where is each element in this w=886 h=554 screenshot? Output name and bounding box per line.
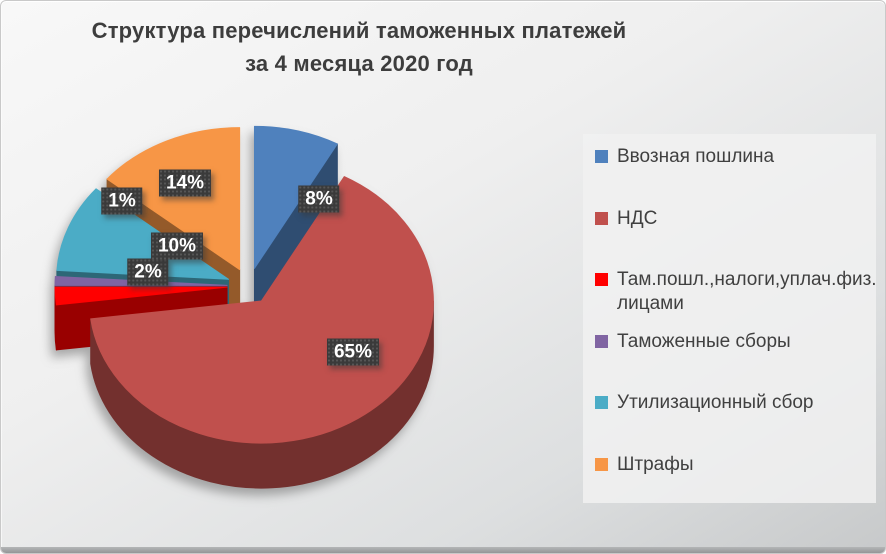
legend-item-2: Там.пошл.,налоги,уплач.физ. лицами	[583, 257, 877, 319]
slice-label-3: 1%	[101, 187, 143, 215]
legend-item-label: НДС	[617, 207, 658, 229]
legend: Ввозная пошлина НДС Там.пошл.,налоги,уплач…	[583, 134, 877, 504]
legend-swatch	[595, 396, 608, 409]
pie-slice-2	[54, 286, 228, 306]
legend-item-label: Утилизационный сбор	[617, 392, 814, 413]
slice-label-4: 10%	[150, 232, 204, 260]
legend-swatch	[595, 273, 608, 286]
legend-item-label: Там.пошл.,налоги,уплач.физ. лицами	[617, 269, 877, 314]
slice-label-2: 2%	[127, 258, 169, 286]
legend-item-1: НДС	[583, 196, 876, 258]
legend-swatch	[595, 457, 608, 471]
legend-item-label: Таможенные сборы	[617, 330, 791, 352]
legend-swatch	[595, 211, 608, 225]
legend-item-4: Утилизационный сбор	[583, 380, 876, 442]
legend-item-5: Штрафы	[583, 442, 876, 504]
slice-label-5: 14%	[158, 169, 212, 197]
chart-title-line1: Структура перечислений таможенных платеж…	[91, 18, 627, 43]
pie-slice-1	[90, 176, 434, 444]
legend-item-label: Ввозная пошлина	[617, 146, 775, 167]
pie-slice-5	[106, 127, 241, 271]
pie-slice-group-1	[90, 176, 434, 489]
legend-swatch	[595, 334, 608, 348]
chart-title: Структура перечислений таможенных платеж…	[1, 14, 717, 80]
legend-item-label: Штрафы	[617, 453, 694, 475]
pie-slice-0	[253, 125, 338, 269]
chart-title-line2: за 4 месяца 2020 год	[245, 51, 473, 76]
slice-label-1: 65%	[326, 338, 380, 366]
slice-label-0: 8%	[298, 185, 340, 213]
legend-item-3: Таможенные сборы	[583, 319, 876, 381]
legend-item-0: Ввозная пошлина	[583, 134, 876, 196]
legend-swatch	[595, 150, 608, 163]
